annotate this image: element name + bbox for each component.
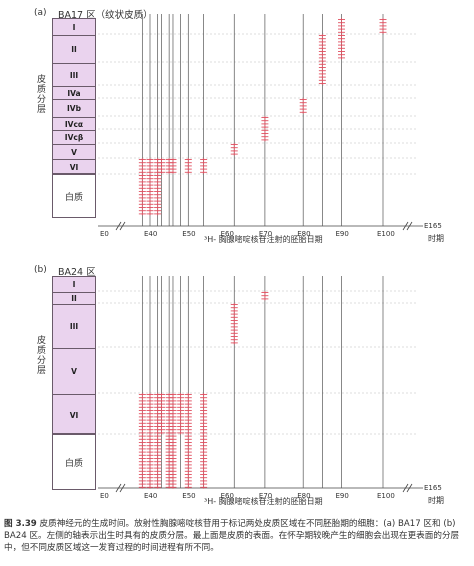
axis-break-mark — [406, 483, 413, 493]
layer-cell: VI — [53, 394, 95, 435]
layer-cell: V — [53, 144, 95, 159]
x-tick-label: E40 — [144, 492, 157, 500]
panel-b-plot: E0 E40 E50 E60 E70 E80 E90 E100 — [98, 276, 423, 500]
panel-b-x-axis-label: ³H- 胸腺嘧啶核苷注射的胚胎日期 — [204, 497, 323, 506]
x-tick-label: E80 — [297, 230, 310, 238]
x-tick-label: E90 — [336, 230, 349, 238]
axis-break-mark — [115, 221, 122, 231]
layer-cell: V — [53, 348, 95, 394]
layer-cell: III — [53, 63, 95, 86]
x-tick-label: E80 — [297, 492, 310, 500]
panel-a-layer-column: I II III IVa IVb IVcα IVcβ V VI — [52, 18, 96, 174]
axis-break-mark — [119, 483, 126, 493]
panel-b-white-matter: 白质 — [52, 434, 96, 490]
x-tick-label: E0 — [100, 492, 109, 500]
layer-cell: IVb — [53, 99, 95, 117]
x-tick-label: E40 — [144, 230, 157, 238]
layer-cell: I — [72, 22, 76, 32]
layer-cell: III — [53, 304, 95, 348]
panel-a-x-end-sub: 时期 — [428, 234, 444, 243]
axis-break-mark — [402, 483, 409, 493]
panel-a-plot: E0 E40 E50 E60 E70 E80 E90 E100 — [98, 14, 423, 238]
axis-break-mark — [115, 483, 122, 493]
x-tick-label: E100 — [377, 230, 395, 238]
axis-break-mark — [406, 221, 413, 231]
axis-break-mark — [402, 221, 409, 231]
panel-b-tag: (b) — [34, 265, 47, 275]
panel-a-tag: (a) — [34, 8, 47, 18]
x-tick-label: E50 — [182, 230, 195, 238]
layer-cell: IVcβ — [53, 130, 95, 144]
panel-a-cortex-label: 皮质分层 — [35, 74, 45, 114]
caption-text: 皮质神经元的生成时间。放射性胸腺嘧啶核苷用于标记两处皮质区域在不同胚胎期的细胞：… — [4, 519, 460, 553]
layer-cell: IVcα — [53, 117, 95, 130]
axis-break-mark — [119, 221, 126, 231]
caption-label: 图 3.39 — [4, 519, 37, 529]
panel-a-x-axis-label: ³H- 胸腺嘧啶核苷注射的胚胎日期 — [204, 235, 323, 244]
layer-cell: IVa — [53, 86, 95, 99]
panel-a-region: BA17 区（纹状皮质） — [58, 10, 153, 21]
panel-b-cortex-label: 皮质分层 — [35, 335, 45, 375]
x-tick-label: E0 — [100, 230, 109, 238]
panel-a-white-matter: 白质 — [52, 174, 96, 218]
panel-a-x-end-label: E165 — [424, 222, 442, 230]
layer-cell: VI — [53, 159, 95, 175]
panel-b-region: BA24 区 — [58, 267, 96, 278]
figure-caption: 图 3.39 皮质神经元的生成时间。放射性胸腺嘧啶核苷用于标记两处皮质区域在不同… — [4, 518, 470, 554]
panel-b-layer-column: I II III V VI — [52, 276, 96, 434]
x-tick-label: E50 — [182, 492, 195, 500]
layer-cell: II — [53, 35, 95, 63]
panel-b-x-end-sub: 时期 — [428, 496, 444, 505]
x-tick-label: E90 — [336, 492, 349, 500]
layer-cell: II — [53, 292, 95, 304]
x-tick-label: E100 — [377, 492, 395, 500]
x-tick-label: E60 — [221, 230, 234, 238]
x-tick-label: E60 — [221, 492, 234, 500]
x-tick-label: E70 — [259, 492, 272, 500]
x-tick-label: E70 — [259, 230, 272, 238]
panel-b-x-end-label: E165 — [424, 484, 442, 492]
layer-cell: I — [72, 280, 76, 289]
